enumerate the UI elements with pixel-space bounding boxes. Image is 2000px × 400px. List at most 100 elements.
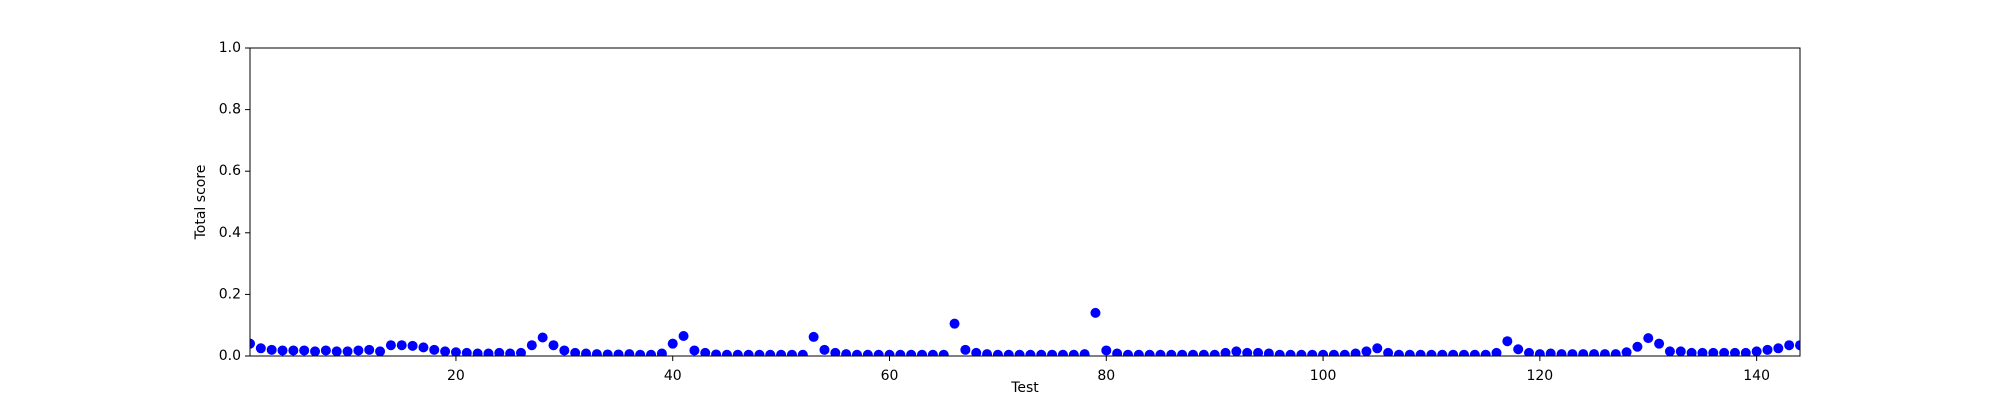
point bbox=[819, 344, 830, 355]
point bbox=[375, 346, 386, 356]
point bbox=[906, 349, 917, 356]
point bbox=[342, 346, 353, 356]
x-tick-label: 60 bbox=[881, 368, 899, 384]
point bbox=[1632, 341, 1643, 352]
point bbox=[288, 345, 299, 356]
point bbox=[982, 349, 993, 356]
point bbox=[1144, 349, 1155, 356]
x-tick-label: 120 bbox=[1526, 368, 1553, 384]
point bbox=[1274, 349, 1285, 356]
point bbox=[1209, 349, 1220, 356]
axes-frame bbox=[249, 47, 1801, 357]
point bbox=[873, 349, 884, 356]
point bbox=[1231, 346, 1242, 356]
point bbox=[797, 349, 808, 356]
point bbox=[1361, 346, 1372, 356]
point bbox=[1621, 347, 1632, 356]
point bbox=[862, 349, 873, 356]
point bbox=[1383, 347, 1394, 356]
point bbox=[255, 343, 266, 354]
point bbox=[1047, 349, 1058, 356]
point bbox=[407, 340, 418, 351]
y-tick-label: 0.6 bbox=[219, 163, 241, 179]
point bbox=[1686, 347, 1697, 356]
point bbox=[1285, 349, 1296, 356]
point bbox=[537, 332, 548, 343]
point bbox=[1253, 347, 1264, 356]
point bbox=[1502, 336, 1513, 347]
point bbox=[1556, 349, 1567, 356]
point bbox=[505, 348, 516, 356]
point bbox=[960, 344, 971, 355]
point bbox=[1751, 346, 1762, 356]
point bbox=[1729, 347, 1740, 356]
point bbox=[1133, 349, 1144, 356]
y-tick-label: 0.4 bbox=[219, 225, 241, 241]
y-axis-label: Total score bbox=[193, 165, 209, 241]
point bbox=[1318, 349, 1329, 356]
point bbox=[1263, 348, 1274, 356]
point bbox=[429, 344, 440, 355]
point bbox=[1101, 345, 1112, 356]
point bbox=[1155, 349, 1166, 356]
point bbox=[884, 349, 895, 356]
point bbox=[711, 349, 722, 356]
point bbox=[1567, 349, 1578, 356]
point bbox=[440, 346, 451, 356]
point bbox=[1090, 307, 1101, 318]
point bbox=[1296, 349, 1307, 356]
point bbox=[765, 349, 776, 356]
point bbox=[1188, 349, 1199, 356]
x-tick-label: 20 bbox=[447, 368, 465, 384]
point bbox=[353, 345, 364, 356]
point bbox=[1654, 338, 1665, 349]
point bbox=[776, 349, 787, 356]
point bbox=[310, 346, 321, 356]
point bbox=[581, 348, 592, 356]
point bbox=[1328, 349, 1339, 356]
point bbox=[1795, 340, 1800, 351]
point bbox=[450, 347, 461, 356]
y-tick-label: 0.8 bbox=[219, 102, 241, 118]
point bbox=[320, 345, 331, 356]
point bbox=[1177, 349, 1188, 356]
point bbox=[851, 349, 862, 356]
point bbox=[1534, 349, 1545, 356]
point bbox=[1545, 348, 1556, 356]
point bbox=[1242, 347, 1253, 356]
point bbox=[992, 349, 1003, 356]
point bbox=[830, 347, 841, 356]
point bbox=[1458, 349, 1469, 356]
point bbox=[1437, 349, 1448, 356]
point bbox=[1003, 349, 1014, 356]
point bbox=[1220, 347, 1231, 356]
point bbox=[1469, 349, 1480, 356]
point bbox=[721, 349, 732, 356]
point bbox=[1719, 347, 1730, 356]
x-tick-label: 40 bbox=[664, 368, 682, 384]
point bbox=[1610, 349, 1621, 356]
point bbox=[396, 340, 407, 351]
point bbox=[266, 344, 277, 355]
point bbox=[483, 348, 494, 356]
point bbox=[938, 349, 949, 356]
point bbox=[1079, 349, 1090, 356]
point bbox=[895, 349, 906, 356]
point bbox=[602, 349, 613, 356]
point bbox=[754, 349, 765, 356]
point bbox=[1036, 349, 1047, 356]
point bbox=[1491, 347, 1502, 356]
point bbox=[613, 349, 624, 356]
point bbox=[1112, 348, 1123, 356]
point bbox=[1675, 346, 1686, 356]
point bbox=[1339, 349, 1350, 356]
y-tick-label: 1.0 bbox=[219, 40, 241, 56]
point bbox=[1014, 349, 1025, 356]
point bbox=[494, 347, 505, 356]
point bbox=[364, 344, 375, 355]
x-tick-label: 100 bbox=[1310, 368, 1337, 384]
point bbox=[1784, 340, 1795, 351]
point bbox=[1166, 349, 1177, 356]
point bbox=[927, 349, 938, 356]
